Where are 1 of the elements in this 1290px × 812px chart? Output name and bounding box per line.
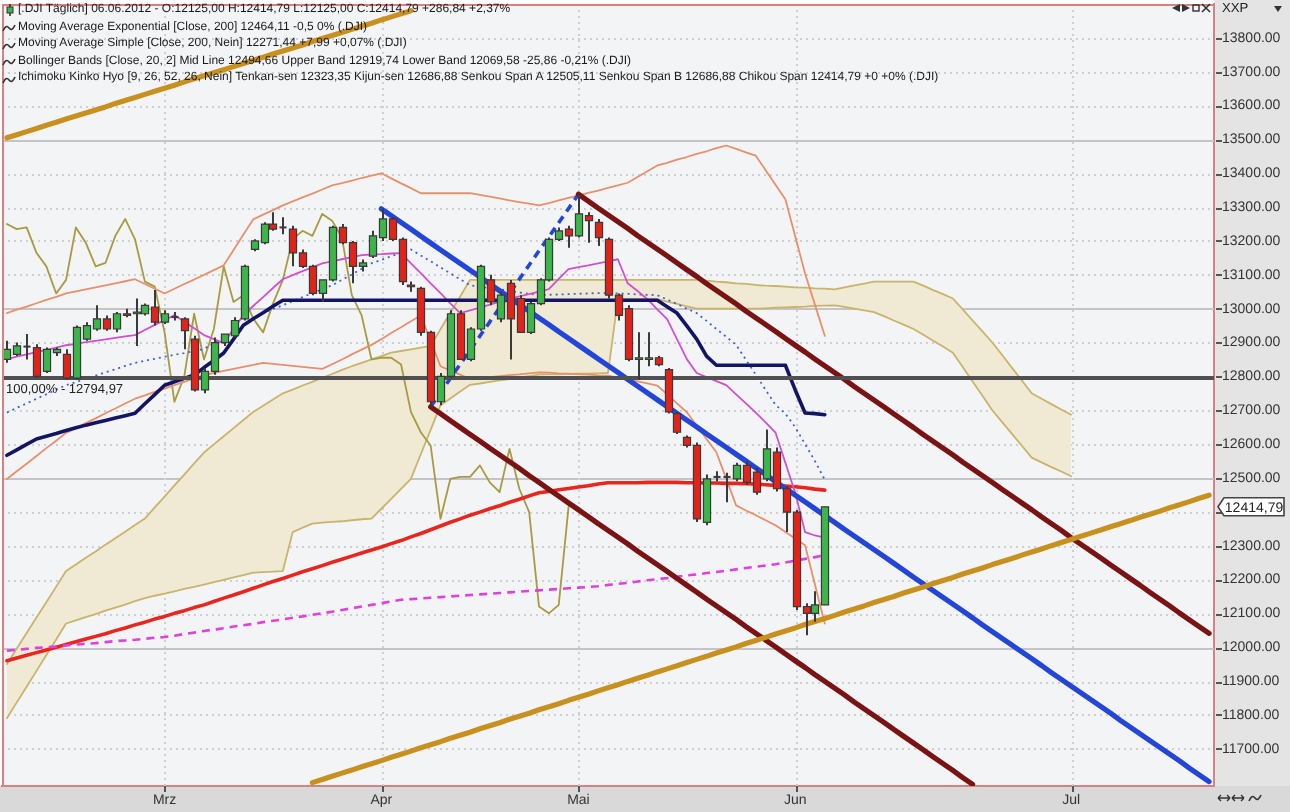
line-series <box>5 554 827 652</box>
